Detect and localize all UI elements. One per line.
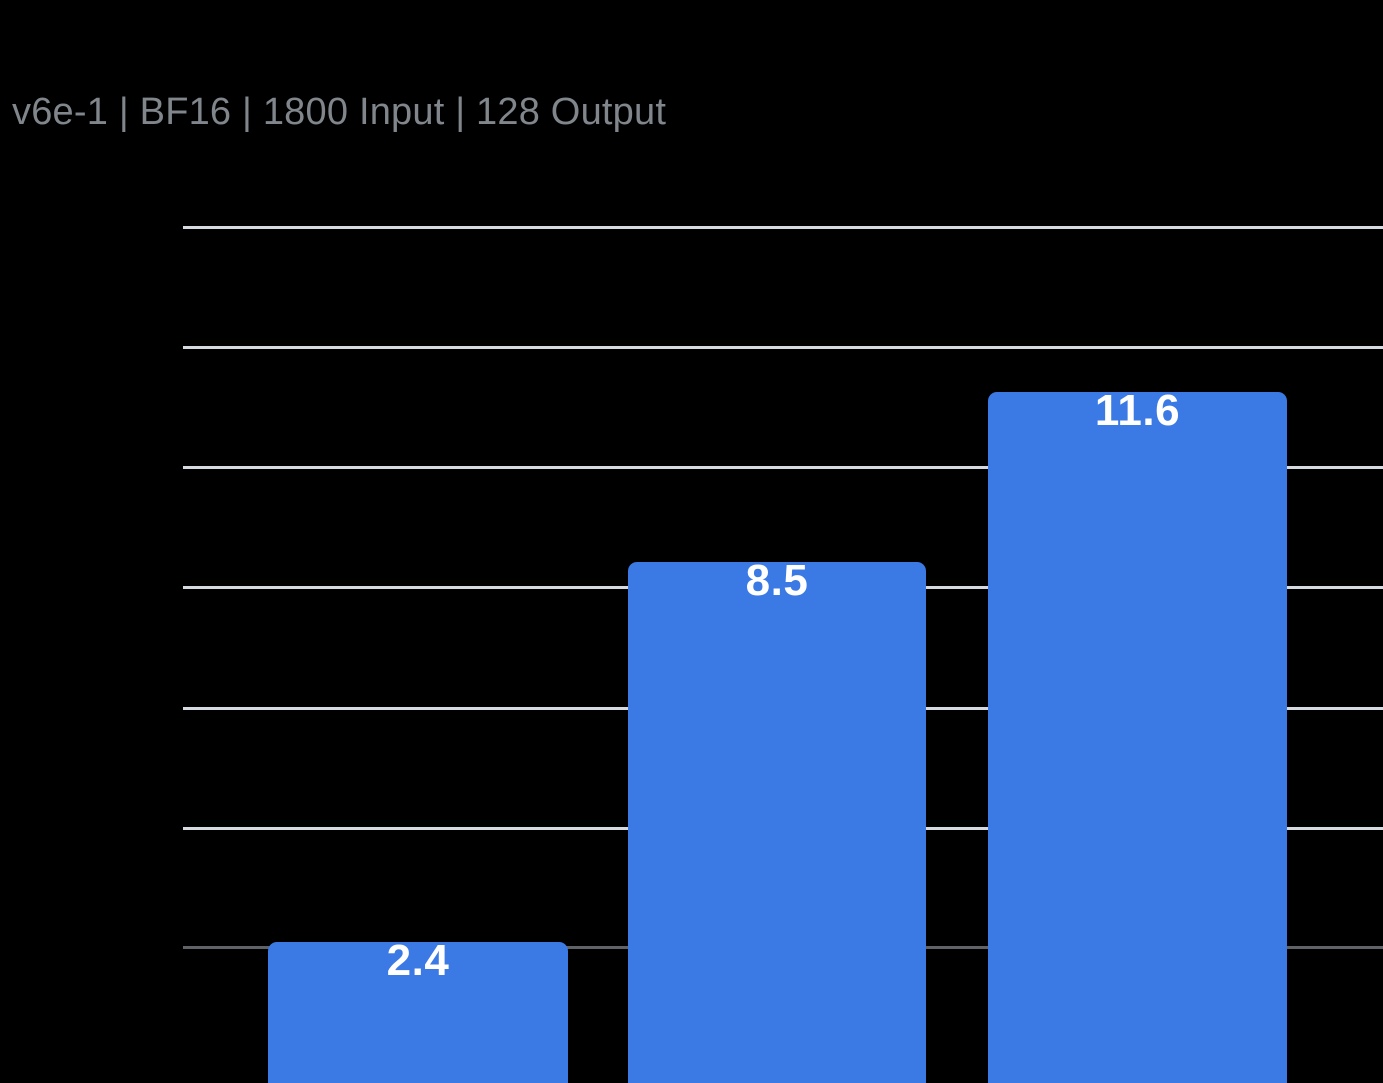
bar-value-label-2: 8.5 xyxy=(745,556,809,605)
plot-area: 2.4 8.5 11.6 xyxy=(183,0,1383,1083)
bar-3[interactable] xyxy=(988,392,1287,1083)
bars-layer: 2.4 8.5 11.6 xyxy=(183,0,1383,1083)
gridline-1 xyxy=(183,226,1383,229)
gridline-3 xyxy=(183,466,1383,469)
bar-group-2: 8.5 xyxy=(628,137,926,1083)
gridline-2 xyxy=(183,346,1383,349)
bar-group-3: 11.6 xyxy=(988,137,1287,1083)
chart-title: v6e-1 | BF16 | 1800 Input | 128 Output xyxy=(12,91,667,133)
bar-value-label-3: 11.6 xyxy=(1094,386,1181,435)
bar-group-1: 2.4 xyxy=(268,137,568,1083)
bar-2[interactable] xyxy=(628,562,926,1083)
bar-1[interactable] xyxy=(268,942,568,1083)
bar-value-label-1: 2.4 xyxy=(386,936,450,985)
